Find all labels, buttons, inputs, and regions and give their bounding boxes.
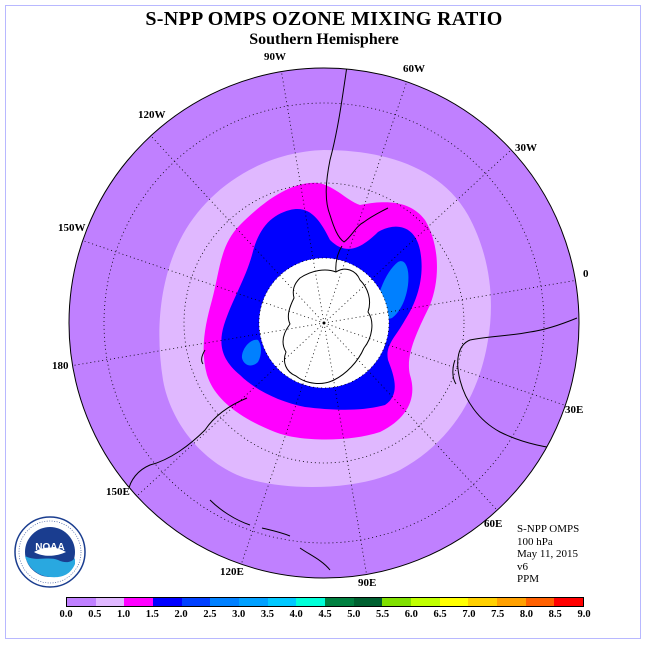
colorbar-swatch: [411, 598, 440, 606]
colorbar-tick-label: 3.5: [260, 609, 274, 620]
indonesia-islands: [209, 499, 331, 571]
longitude-grid: [69, 68, 579, 578]
colorbar-swatch: [525, 598, 555, 606]
colorbar-tick-label: 2.0: [174, 609, 188, 620]
info-unit: PPM: [517, 573, 540, 585]
south-america: [325, 68, 389, 243]
colorbar-tick-label: 6.5: [433, 609, 447, 620]
colorbar-tick-label: 5.5: [375, 609, 390, 620]
lon-label-120e: 120E: [220, 566, 244, 578]
new-zealand: [201, 349, 206, 365]
info-instrument: S-NPP OMPS: [517, 523, 580, 535]
colorbar-tick-label: 2.5: [203, 609, 217, 620]
colorbar-swatch: [325, 598, 354, 606]
colorbar-tick-label: 4.0: [289, 609, 303, 620]
colorbar-swatch: [95, 598, 125, 606]
lon-label-150w: 150W: [58, 222, 86, 234]
noaa-logo: NOAA: [14, 516, 86, 588]
colorbar-swatch: [296, 598, 326, 606]
lon-label-180: 180: [52, 360, 69, 372]
figure-frame: [5, 5, 641, 639]
info-date: May 11, 2015: [517, 548, 579, 560]
colorbar-swatch: [439, 598, 469, 606]
colorbar-tick-label: 9.0: [577, 609, 591, 620]
info-version: v6: [517, 560, 528, 573]
colorbar-swatch: [267, 598, 297, 606]
info-block: S-NPP OMPS 100 hPa May 11, 2015 v6 PPM: [517, 523, 579, 586]
colorbar-swatch: [468, 598, 498, 606]
colorbar-swatch: [67, 598, 96, 606]
colorbar-tick-label: 7.5: [491, 609, 505, 620]
noaa-logo-text: NOAA: [35, 542, 64, 553]
lon-label-30w: 30W: [515, 142, 537, 154]
colorbar-tick-label: 5.0: [347, 609, 361, 620]
colorbar-tick-label: 7.0: [462, 609, 476, 620]
ozone-band-2.5-3.0-west: [241, 339, 261, 366]
colorbar-swatch: [497, 598, 526, 606]
antarctica-coast: [282, 268, 373, 384]
lon-label-60e: 60E: [484, 518, 503, 530]
colorbar-tick-label: 4.5: [318, 609, 332, 620]
colorbar-tick-label: 8.5: [548, 609, 562, 620]
lon-label-90w: 90W: [264, 51, 286, 63]
colorbar-tick-label: 0.5: [88, 609, 102, 620]
colorbar-tick-label: 1.5: [145, 609, 159, 620]
colorbar-swatch: [239, 598, 268, 606]
lon-label-120w: 120W: [138, 109, 166, 121]
lon-label-0: 0: [583, 268, 589, 280]
australia: [127, 397, 248, 493]
colorbar-swatch: [554, 598, 584, 606]
colorbar-tick-label: 3.0: [232, 609, 246, 620]
map-border: [68, 67, 580, 579]
latitude-grid: [103, 102, 545, 544]
colorbar-swatch: [124, 598, 154, 606]
colorbar-swatch: [353, 598, 383, 606]
map-title: S-NPP OMPS OZONE MIXING RATIO: [145, 8, 503, 30]
south-pole-marker: [322, 321, 326, 325]
colorbar-swatch: [181, 598, 211, 606]
colorbar-swatch: [153, 598, 182, 606]
colorbar-tick-label: 1.0: [116, 609, 131, 620]
colorbar-swatch: [210, 598, 240, 606]
colorbar-swatch: [382, 598, 412, 606]
info-pressure-level: 100 hPa: [517, 535, 553, 548]
antarctic-peninsula: [335, 245, 343, 273]
lon-label-150e: 150E: [106, 486, 130, 498]
colorbar-tick-label: 8.0: [519, 609, 533, 620]
colorbar: [66, 597, 584, 607]
lon-label-30e: 30E: [565, 404, 584, 416]
lon-label-60w: 60W: [403, 63, 425, 75]
colorbar-tick-label: 0.0: [59, 609, 73, 620]
madagascar: [452, 359, 457, 385]
africa: [457, 317, 578, 451]
coastlines: [127, 68, 578, 571]
map-subtitle: Southern Hemisphere: [249, 31, 399, 48]
colorbar-tick-label: 6.0: [404, 609, 418, 620]
lon-label-90e: 90E: [358, 577, 377, 589]
